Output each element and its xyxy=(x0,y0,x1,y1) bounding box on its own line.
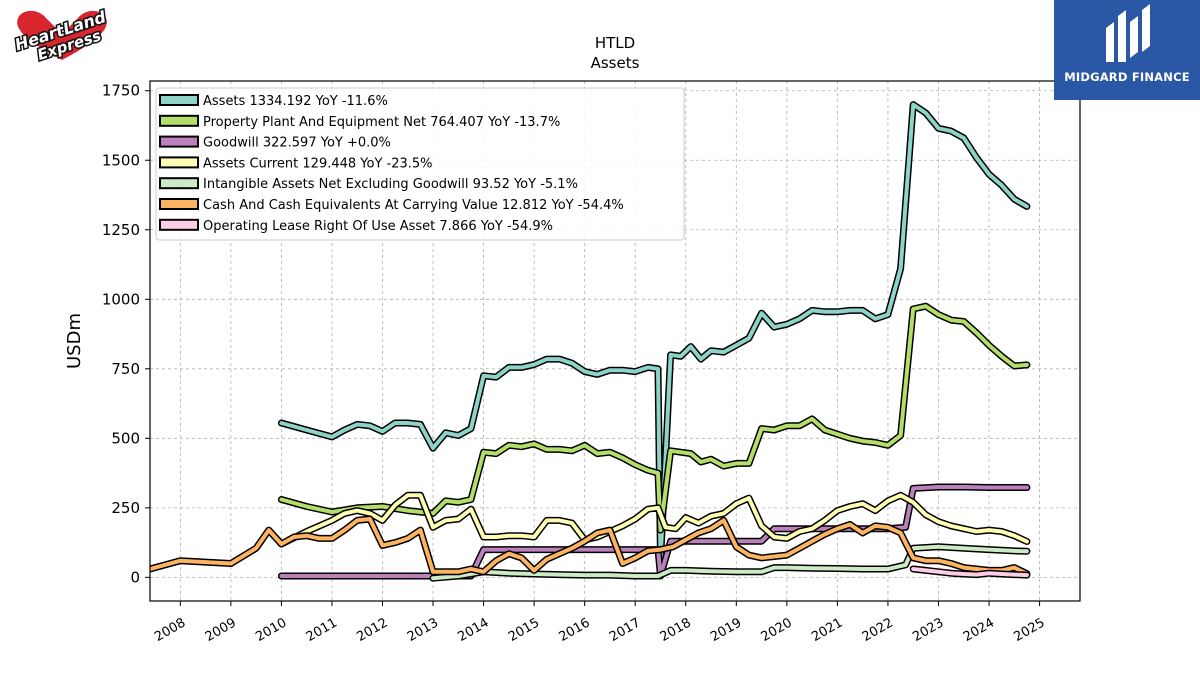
heart-icon xyxy=(17,10,107,61)
series-line-assets xyxy=(279,102,1029,563)
midgard-finance-text: MIDGARD FINANCE xyxy=(1064,70,1190,84)
x-tick-label: 2015 xyxy=(506,615,542,645)
y-tick-label: 250 xyxy=(111,499,140,517)
x-tick-label: 2016 xyxy=(557,615,593,645)
legend-entry: Property Plant And Equipment Net 764.407… xyxy=(203,115,560,130)
y-tick-label: 750 xyxy=(111,360,140,378)
legend-entry: Operating Lease Right Of Use Asset 7.866… xyxy=(203,219,553,234)
legend-entry: Assets Current 129.448 YoY -23.5% xyxy=(203,156,433,171)
legend-swatch xyxy=(159,114,199,127)
legend: Assets 1334.192 YoY -11.6% Property Plant… xyxy=(155,87,685,241)
x-tick-label: 2012 xyxy=(354,615,390,645)
chart-title: HTLD xyxy=(595,34,635,52)
y-tick-label: 0 xyxy=(130,568,140,586)
y-axis-label: USDm xyxy=(64,313,85,369)
legend-swatch xyxy=(159,198,199,210)
y-tick-label: 1750 xyxy=(102,82,140,100)
y-tick-label: 500 xyxy=(111,429,140,447)
heartland-logo: HeartLand Express xyxy=(4,5,120,65)
legend-swatch xyxy=(159,156,199,169)
x-tick-label: 2020 xyxy=(759,615,795,645)
midgard-emblem-icon xyxy=(1106,4,1150,62)
y-tick-label: 1250 xyxy=(102,221,140,239)
plot-frame xyxy=(149,80,1081,602)
x-tick-label: 2010 xyxy=(253,615,289,645)
x-tick-label: 2011 xyxy=(304,615,340,645)
x-tick-label: 2024 xyxy=(961,615,997,645)
y-tick-label: 1500 xyxy=(102,151,140,169)
legend-entry: Goodwill 322.597 YoY +0.0% xyxy=(203,136,391,151)
x-tick-label: 2023 xyxy=(910,615,946,645)
legend-swatch xyxy=(159,218,199,231)
x-tick-label: 2008 xyxy=(152,615,188,645)
x-tick-label: 2025 xyxy=(1011,615,1047,645)
y-tick-label: 1000 xyxy=(102,290,140,308)
x-tick-label: 2022 xyxy=(860,615,896,645)
chart-subtitle: Assets xyxy=(591,54,640,72)
legend-swatch xyxy=(159,135,199,148)
legend-swatch xyxy=(159,177,199,190)
x-axis: 2008 2009 2010 2011 2012 2013 2014 2015 2016 2017… xyxy=(152,601,1048,645)
series-lines xyxy=(150,101,1031,582)
series-line-operating-lease-right-of-use-asset xyxy=(911,567,1029,578)
x-tick-label: 2021 xyxy=(809,615,845,645)
x-tick-label: 2019 xyxy=(708,615,744,645)
series-line-property-plant-and-equipment-net xyxy=(279,304,1029,533)
legend-entry: Cash And Cash Equivalents At Carrying Va… xyxy=(203,198,624,213)
x-tick-label: 2014 xyxy=(455,615,491,645)
legend-swatch xyxy=(159,94,199,106)
x-tick-label: 2009 xyxy=(203,615,239,645)
legend-box xyxy=(155,87,685,241)
legend-entry: Assets 1334.192 YoY -11.6% xyxy=(203,94,388,109)
x-tick-label: 2017 xyxy=(607,615,643,645)
series-line-goodwill xyxy=(279,485,1029,578)
legend-entry: Intangible Assets Net Excluding Goodwill… xyxy=(203,177,578,192)
midgard-finance-logo: MIDGARD FINANCE xyxy=(1054,0,1200,100)
series-line-cash-and-cash-equivalents-at-carrying-value xyxy=(150,517,1029,576)
x-tick-label: 2018 xyxy=(658,615,694,645)
series-line-intangible-assets-net-excluding-goodwill xyxy=(431,544,1029,581)
x-tick-label: 2013 xyxy=(405,615,441,645)
series-line-assets-current xyxy=(279,493,1029,546)
y-axis: 0 250 500 750 1000 1250 1500 1750 xyxy=(102,82,150,586)
